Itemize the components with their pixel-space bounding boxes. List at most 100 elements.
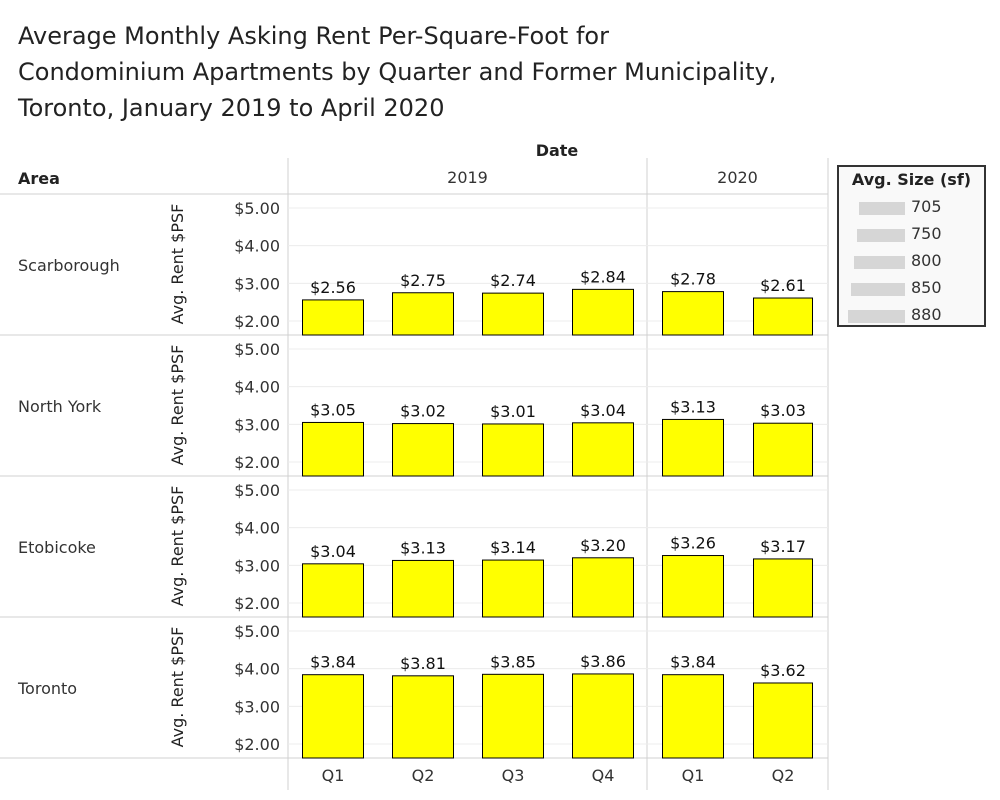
- data-label-toronto-3: $3.86: [580, 652, 626, 671]
- legend-swatch-850: [851, 283, 905, 296]
- bar-scarborough-5: [753, 297, 813, 336]
- data-label-etobicoke-0: $3.04: [310, 542, 356, 561]
- bar-toronto-0: [302, 674, 364, 759]
- data-label-scarborough-2: $2.74: [490, 271, 536, 290]
- data-label-north-york-1: $3.02: [400, 402, 446, 421]
- data-label-north-york-0: $3.05: [310, 400, 356, 419]
- y-tick-etobicoke-3: $5.00: [234, 481, 280, 500]
- bar-scarborough-2: [482, 292, 544, 336]
- x-tick-2019-Q3: Q3: [502, 766, 525, 785]
- y-tick-toronto-1: $3.00: [234, 697, 280, 716]
- legend-swatch-800: [854, 256, 905, 269]
- title-line-2: Condominium Apartments by Quarter and Fo…: [18, 58, 777, 86]
- y-axis-title-north-york: Avg. Rent $PSF: [168, 345, 187, 466]
- legend-item-850: 850: [839, 276, 984, 303]
- legend-item-800: 800: [839, 249, 984, 276]
- y-tick-etobicoke-0: $2.00: [234, 594, 280, 613]
- x-tick-2019-Q1: Q1: [322, 766, 345, 785]
- data-label-etobicoke-3: $3.20: [580, 536, 626, 555]
- y-tick-scarborough-0: $2.00: [234, 312, 280, 331]
- y-tick-toronto-0: $2.00: [234, 735, 280, 754]
- bar-scarborough-4: [662, 291, 724, 336]
- data-label-etobicoke-5: $3.17: [760, 537, 806, 556]
- data-label-etobicoke-4: $3.26: [670, 534, 716, 553]
- legend-swatch-705: [859, 202, 905, 215]
- data-label-toronto-2: $3.85: [490, 652, 536, 671]
- y-tick-etobicoke-1: $3.00: [234, 556, 280, 575]
- y-tick-toronto-2: $4.00: [234, 660, 280, 679]
- legend-label-705: 705: [911, 197, 942, 216]
- bar-scarborough-1: [392, 292, 454, 336]
- x-tick-2020-Q1: Q1: [682, 766, 705, 785]
- x-tick-2019-Q2: Q2: [412, 766, 435, 785]
- bar-etobicoke-2: [482, 559, 544, 618]
- legend-title: Avg. Size (sf): [851, 170, 972, 189]
- bar-north-york-1: [392, 423, 454, 477]
- legend-swatch-750: [857, 229, 905, 242]
- legend-label-750: 750: [911, 224, 942, 243]
- bar-etobicoke-5: [753, 558, 813, 618]
- bar-etobicoke-3: [572, 557, 634, 618]
- bar-scarborough-3: [572, 288, 634, 336]
- bar-toronto-5: [753, 682, 813, 759]
- legend-item-880: 880: [839, 303, 984, 330]
- legend-item-705: 705: [839, 195, 984, 222]
- row-header: Area: [18, 169, 60, 188]
- y-axis-title-scarborough: Avg. Rent $PSF: [168, 204, 187, 325]
- data-label-north-york-3: $3.04: [580, 401, 626, 420]
- y-axis-title-etobicoke: Avg. Rent $PSF: [168, 486, 187, 607]
- data-label-toronto-4: $3.84: [670, 653, 716, 672]
- y-tick-scarborough-1: $3.00: [234, 274, 280, 293]
- bar-toronto-2: [482, 673, 544, 759]
- legend-label-850: 850: [911, 278, 942, 297]
- y-tick-north-york-1: $3.00: [234, 415, 280, 434]
- year-header-2020: 2020: [717, 168, 758, 187]
- y-tick-toronto-3: $5.00: [234, 622, 280, 641]
- y-axis-title-toronto: Avg. Rent $PSF: [168, 627, 187, 748]
- data-label-north-york-2: $3.01: [490, 402, 536, 421]
- bar-etobicoke-0: [302, 563, 364, 618]
- area-label-toronto: Toronto: [17, 679, 77, 698]
- bar-north-york-5: [753, 422, 813, 477]
- data-label-etobicoke-2: $3.14: [490, 538, 536, 557]
- data-label-scarborough-1: $2.75: [400, 271, 446, 290]
- legend-label-800: 800: [911, 251, 942, 270]
- y-tick-etobicoke-2: $4.00: [234, 519, 280, 538]
- bar-toronto-1: [392, 675, 454, 759]
- bar-north-york-4: [662, 418, 724, 477]
- data-label-etobicoke-1: $3.13: [400, 538, 446, 557]
- title-line-1: Average Monthly Asking Rent Per-Square-F…: [18, 22, 609, 50]
- data-label-toronto-1: $3.81: [400, 654, 446, 673]
- data-label-scarborough-4: $2.78: [670, 270, 716, 289]
- data-label-north-york-4: $3.13: [670, 397, 716, 416]
- bar-north-york-3: [572, 422, 634, 477]
- y-tick-north-york-2: $4.00: [234, 378, 280, 397]
- area-label-scarborough: Scarborough: [18, 256, 120, 275]
- bar-scarborough-0: [302, 299, 364, 336]
- area-label-north-york: North York: [18, 397, 102, 416]
- data-label-toronto-5: $3.62: [760, 661, 806, 680]
- y-tick-scarborough-2: $4.00: [234, 237, 280, 256]
- year-header-2019: 2019: [447, 168, 488, 187]
- bar-toronto-3: [572, 673, 634, 759]
- title-line-3: Toronto, January 2019 to April 2020: [18, 94, 445, 122]
- bar-toronto-4: [662, 674, 724, 759]
- legend-label-880: 880: [911, 305, 942, 324]
- x-tick-2019-Q4: Q4: [592, 766, 615, 785]
- area-label-etobicoke: Etobicoke: [18, 538, 96, 557]
- legend-item-750: 750: [839, 222, 984, 249]
- legend-swatch-880: [848, 310, 905, 323]
- bar-north-york-0: [302, 421, 364, 477]
- data-label-scarborough-0: $2.56: [310, 278, 356, 297]
- data-label-scarborough-3: $2.84: [580, 267, 626, 286]
- data-label-toronto-0: $3.84: [310, 653, 356, 672]
- data-label-scarborough-5: $2.61: [760, 276, 806, 295]
- bar-north-york-2: [482, 423, 544, 477]
- chart-title: Average Monthly Asking Rent Per-Square-F…: [18, 18, 838, 126]
- x-tick-2020-Q2: Q2: [772, 766, 795, 785]
- bar-etobicoke-1: [392, 559, 454, 618]
- y-tick-north-york-0: $2.00: [234, 453, 280, 472]
- legend: Avg. Size (sf) 705 750 800 850 880: [837, 165, 986, 327]
- y-tick-scarborough-3: $5.00: [234, 199, 280, 218]
